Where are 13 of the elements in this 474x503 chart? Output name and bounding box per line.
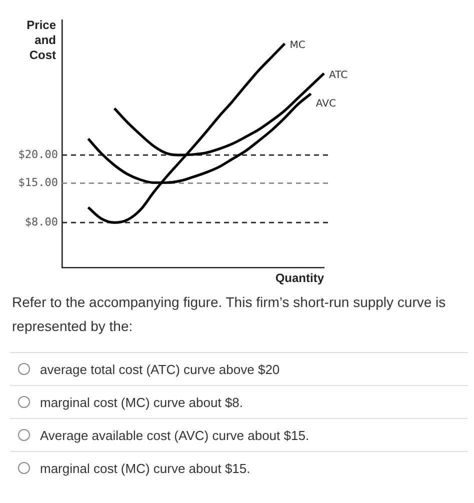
text: marginal cost (MC) curve about $8. — [40, 394, 244, 410]
text: average total cost (ATC) curve above $20 — [40, 362, 280, 376]
x-axis-title: Quantity — [275, 271, 324, 286]
text: marginal cost (MC) curve about $15. — [40, 460, 250, 476]
series-label: MC — [290, 40, 306, 52]
y-axis-title: Price and Cost — [26, 18, 56, 63]
text: Average available cost (AVC) curve about $15. — [40, 428, 310, 442]
series-label: ATC — [329, 70, 348, 82]
y-tick-label: $8.00 — [24, 215, 58, 228]
y-tick-label: $20.00 — [18, 148, 58, 161]
series-label: AVC — [316, 98, 336, 110]
text: Refer to the accompanying figure. This firm’s short-run supply curve is represented by the: — [12, 293, 447, 336]
y-tick-label: $15.00 — [18, 176, 58, 190]
